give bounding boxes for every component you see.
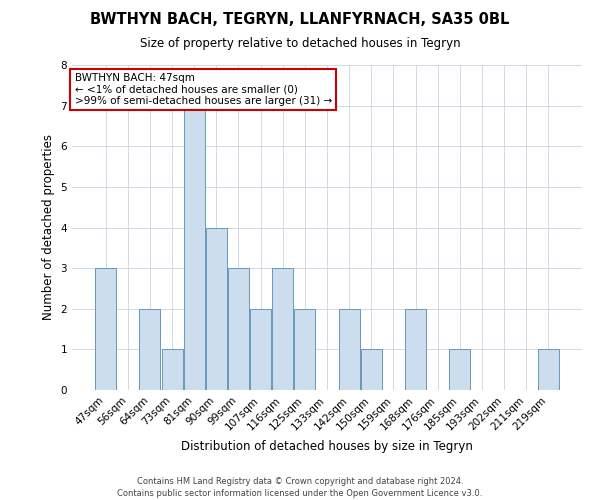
Bar <box>139 308 160 390</box>
Bar <box>206 228 227 390</box>
Bar <box>161 350 182 390</box>
Text: Contains HM Land Registry data © Crown copyright and database right 2024.
Contai: Contains HM Land Registry data © Crown c… <box>118 476 482 498</box>
Bar <box>272 268 293 390</box>
Bar <box>250 308 271 390</box>
Bar <box>449 350 470 390</box>
Bar <box>95 268 116 390</box>
Bar <box>405 308 426 390</box>
Text: BWTHYN BACH, TEGRYN, LLANFYRNACH, SA35 0BL: BWTHYN BACH, TEGRYN, LLANFYRNACH, SA35 0… <box>91 12 509 28</box>
Bar <box>361 350 382 390</box>
Bar <box>338 308 359 390</box>
Bar <box>538 350 559 390</box>
X-axis label: Distribution of detached houses by size in Tegryn: Distribution of detached houses by size … <box>181 440 473 453</box>
Bar <box>228 268 249 390</box>
Bar <box>295 308 316 390</box>
Y-axis label: Number of detached properties: Number of detached properties <box>42 134 55 320</box>
Text: Size of property relative to detached houses in Tegryn: Size of property relative to detached ho… <box>140 38 460 51</box>
Bar <box>184 106 205 390</box>
Text: BWTHYN BACH: 47sqm
← <1% of detached houses are smaller (0)
>99% of semi-detache: BWTHYN BACH: 47sqm ← <1% of detached hou… <box>74 73 332 106</box>
